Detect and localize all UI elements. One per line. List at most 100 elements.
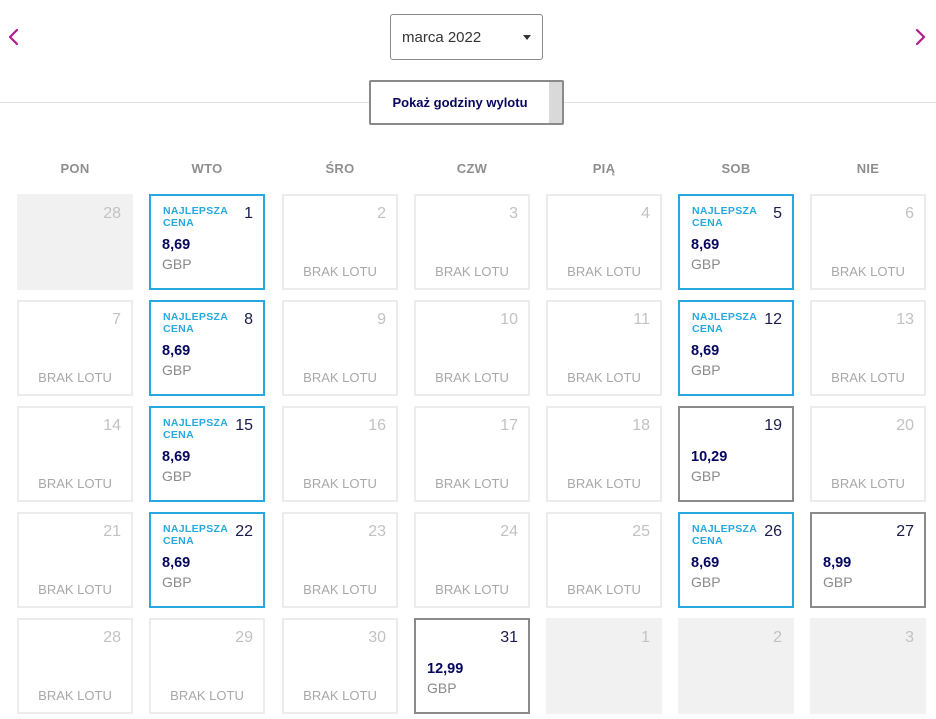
weekday-header: NIE: [856, 161, 880, 176]
day-number: 20: [896, 417, 914, 434]
fare-currency: GBP: [691, 468, 721, 484]
calendar-day-cell[interactable]: 27 8,99 GBP: [810, 512, 926, 608]
show-departure-times-button[interactable]: Pokaż godziny wylotu: [369, 80, 564, 125]
best-price-badge: NAJLEPSZA CENA: [163, 311, 228, 335]
no-flight-label: BRAK LOTU: [435, 582, 509, 597]
no-flight-label: BRAK LOTU: [303, 688, 377, 703]
day-number: 27: [896, 523, 914, 540]
fare-currency: GBP: [162, 574, 192, 590]
calendar-day-cell[interactable]: 12 NAJLEPSZA CENA 8,69 GBP: [678, 300, 794, 396]
calendar-day-cell: 23 BRAK LOTU: [282, 512, 398, 608]
day-number: 7: [112, 311, 121, 328]
button-side-strip: [549, 82, 562, 123]
fare-currency: GBP: [162, 256, 192, 272]
day-number: 6: [905, 205, 914, 222]
calendar-day-cell: 1: [546, 618, 662, 714]
calendar-day-cell[interactable]: 26 NAJLEPSZA CENA 8,69 GBP: [678, 512, 794, 608]
calendar-day-cell: 9 BRAK LOTU: [282, 300, 398, 396]
calendar-day-cell: 3 BRAK LOTU: [414, 194, 530, 290]
weekday-header: WTO: [191, 161, 223, 176]
no-flight-label: BRAK LOTU: [303, 476, 377, 491]
best-price-badge: NAJLEPSZA CENA: [163, 205, 228, 229]
day-number: 13: [896, 311, 914, 328]
day-number: 19: [764, 417, 782, 434]
fare-price: 8,69: [691, 237, 720, 253]
weekday-header: PIĄ: [592, 161, 616, 176]
fare-price: 8,69: [162, 237, 191, 253]
calendar-day-cell: 2: [678, 618, 794, 714]
calendar-day-cell[interactable]: 31 12,99 GBP: [414, 618, 530, 714]
next-month-arrow[interactable]: [910, 26, 930, 48]
day-number: 21: [103, 523, 121, 540]
day-number: 2: [377, 205, 386, 222]
fare-price: 12,99: [427, 661, 464, 677]
calendar-day-cell[interactable]: 15 NAJLEPSZA CENA 8,69 GBP: [149, 406, 265, 502]
calendar-day-cell: 14 BRAK LOTU: [17, 406, 133, 502]
weekday-header: ŚRO: [325, 161, 355, 176]
calendar-day-cell: 28: [17, 194, 133, 290]
day-number: 2: [773, 629, 782, 646]
calendar-day-cell: 17 BRAK LOTU: [414, 406, 530, 502]
calendar-day-cell: 20 BRAK LOTU: [810, 406, 926, 502]
day-number: 5: [773, 205, 782, 222]
fare-currency: GBP: [691, 574, 721, 590]
calendar-day-cell[interactable]: 5 NAJLEPSZA CENA 8,69 GBP: [678, 194, 794, 290]
month-select[interactable]: marca 2022: [390, 14, 543, 60]
chevron-right-icon: [915, 28, 926, 46]
no-flight-label: BRAK LOTU: [567, 264, 641, 279]
no-flight-label: BRAK LOTU: [567, 582, 641, 597]
best-price-badge: NAJLEPSZA CENA: [163, 523, 228, 547]
day-number: 14: [103, 417, 121, 434]
fare-price: 8,69: [162, 343, 191, 359]
calendar-day-cell: 29 BRAK LOTU: [149, 618, 265, 714]
no-flight-label: BRAK LOTU: [38, 688, 112, 703]
fare-currency: GBP: [427, 680, 457, 696]
no-flight-label: BRAK LOTU: [38, 582, 112, 597]
day-number: 3: [509, 205, 518, 222]
calendar-day-cell[interactable]: 22 NAJLEPSZA CENA 8,69 GBP: [149, 512, 265, 608]
day-number: 26: [764, 523, 782, 540]
no-flight-label: BRAK LOTU: [435, 476, 509, 491]
calendar-day-cell: 4 BRAK LOTU: [546, 194, 662, 290]
day-number: 8: [244, 311, 253, 328]
calendar-day-cell: 21 BRAK LOTU: [17, 512, 133, 608]
calendar-day-cell[interactable]: 1 NAJLEPSZA CENA 8,69 GBP: [149, 194, 265, 290]
fare-currency: GBP: [823, 574, 853, 590]
fare-currency: GBP: [162, 362, 192, 378]
best-price-badge: NAJLEPSZA CENA: [692, 205, 757, 229]
day-number: 29: [235, 629, 253, 646]
day-number: 1: [244, 205, 253, 222]
day-number: 24: [500, 523, 518, 540]
fare-currency: GBP: [691, 256, 721, 272]
day-number: 9: [377, 311, 386, 328]
calendar-day-cell: 2 BRAK LOTU: [282, 194, 398, 290]
day-number: 28: [103, 205, 121, 222]
no-flight-label: BRAK LOTU: [38, 370, 112, 385]
day-number: 1: [641, 629, 650, 646]
calendar-day-cell: 30 BRAK LOTU: [282, 618, 398, 714]
calendar-day-cell: 7 BRAK LOTU: [17, 300, 133, 396]
no-flight-label: BRAK LOTU: [831, 264, 905, 279]
calendar-day-cell[interactable]: 19 10,29 GBP: [678, 406, 794, 502]
no-flight-label: BRAK LOTU: [38, 476, 112, 491]
weekday-header: CZW: [456, 161, 488, 176]
no-flight-label: BRAK LOTU: [567, 476, 641, 491]
no-flight-label: BRAK LOTU: [435, 370, 509, 385]
best-price-badge: NAJLEPSZA CENA: [163, 417, 228, 441]
show-departure-times-label: Pokaż godziny wylotu: [392, 95, 528, 110]
caret-down-icon: [523, 35, 531, 40]
day-number: 30: [368, 629, 386, 646]
prev-month-arrow[interactable]: [4, 26, 24, 48]
day-number: 16: [368, 417, 386, 434]
fare-currency: GBP: [691, 362, 721, 378]
day-number: 17: [500, 417, 518, 434]
day-number: 10: [500, 311, 518, 328]
no-flight-label: BRAK LOTU: [567, 370, 641, 385]
calendar-day-cell: 11 BRAK LOTU: [546, 300, 662, 396]
calendar-day-cell[interactable]: 8 NAJLEPSZA CENA 8,69 GBP: [149, 300, 265, 396]
calendar-day-cell: 28 BRAK LOTU: [17, 618, 133, 714]
no-flight-label: BRAK LOTU: [303, 582, 377, 597]
no-flight-label: BRAK LOTU: [170, 688, 244, 703]
weekday-header: PON: [60, 161, 90, 176]
no-flight-label: BRAK LOTU: [831, 370, 905, 385]
